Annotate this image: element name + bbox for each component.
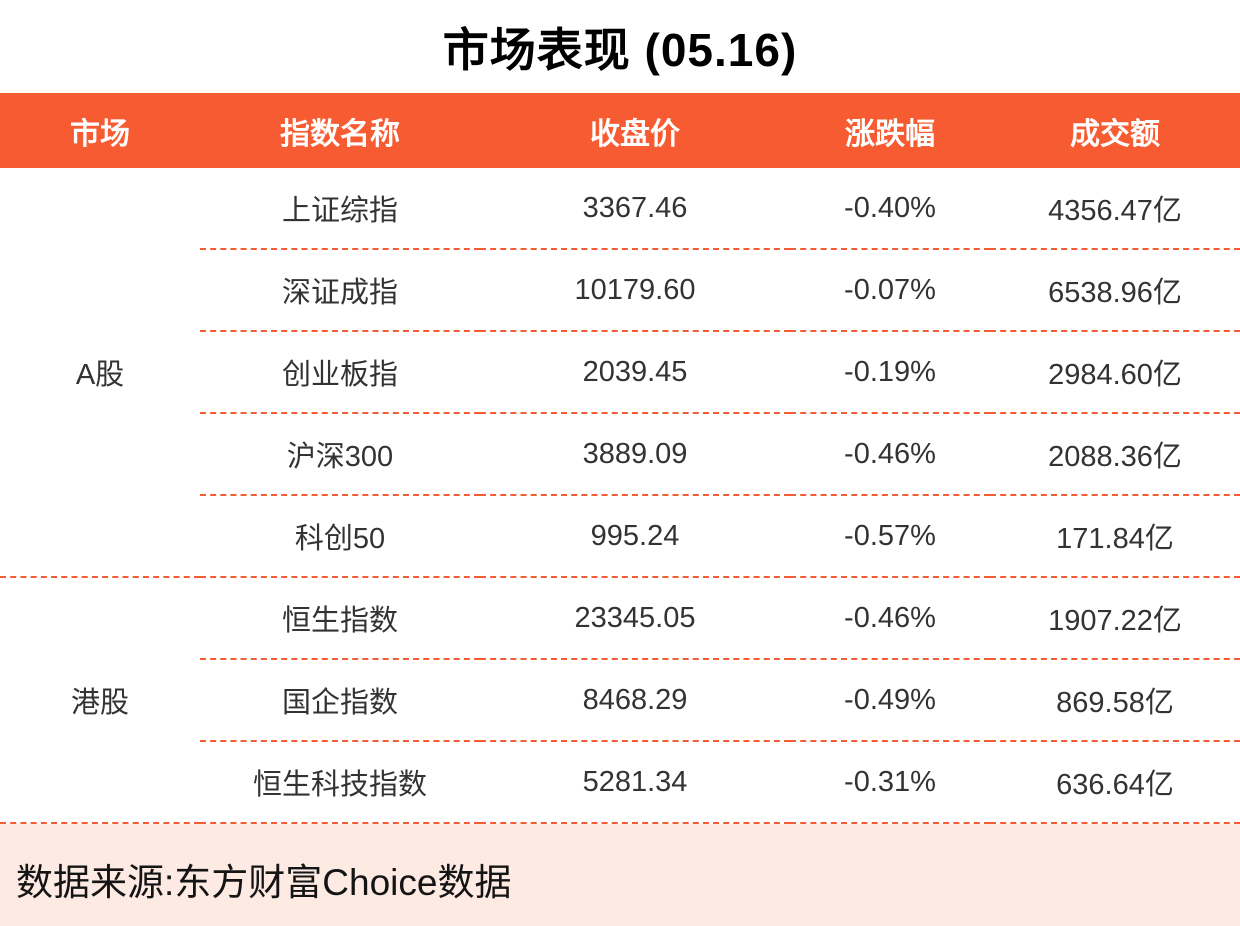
change-percent: -0.19% [790, 331, 990, 414]
close-price: 5281.34 [480, 741, 790, 824]
index-name: 创业板指 [200, 331, 480, 414]
index-name: 深证成指 [200, 249, 480, 332]
table-row: 科创50 995.24 -0.57% 171.84亿 [0, 495, 1240, 578]
turnover: 6538.96亿 [990, 249, 1240, 332]
index-name: 科创50 [200, 495, 480, 578]
column-header-index: 指数名称 [200, 93, 480, 168]
table-row: 国企指数 8468.29 -0.49% 869.58亿 [0, 659, 1240, 742]
data-source-text: 数据来源:东方财富Choice数据 [16, 861, 512, 903]
turnover: 2088.36亿 [990, 413, 1240, 496]
table-row: 创业板指 2039.45 -0.19% 2984.60亿 [0, 331, 1240, 414]
change-percent: -0.07% [790, 249, 990, 332]
market-table: 市场 指数名称 收盘价 涨跌幅 成交额 A股 上证综指 3367.46 -0.4… [0, 93, 1240, 824]
close-price: 2039.45 [480, 331, 790, 414]
data-source-note: 数据来源:东方财富Choice数据 [0, 824, 1240, 926]
table-row: 深证成指 10179.60 -0.07% 6538.96亿 [0, 249, 1240, 332]
turnover: 171.84亿 [990, 495, 1240, 578]
turnover: 4356.47亿 [990, 168, 1240, 250]
turnover: 869.58亿 [990, 659, 1240, 742]
close-price: 23345.05 [480, 577, 790, 660]
index-name: 上证综指 [200, 168, 480, 250]
table-header-row: 市场 指数名称 收盘价 涨跌幅 成交额 [0, 93, 1240, 168]
close-price: 8468.29 [480, 659, 790, 742]
table-row: 恒生科技指数 5281.34 -0.31% 636.64亿 [0, 741, 1240, 824]
turnover: 636.64亿 [990, 741, 1240, 824]
close-price: 3889.09 [480, 413, 790, 496]
market-group-label-a-shares: A股 [0, 168, 200, 578]
change-percent: -0.46% [790, 577, 990, 660]
change-percent: -0.46% [790, 413, 990, 496]
table-row: A股 上证综指 3367.46 -0.40% 4356.47亿 [0, 168, 1240, 578]
page-title: 市场表现 (05.16) [442, 23, 798, 76]
index-name: 恒生指数 [200, 577, 480, 660]
close-price: 995.24 [480, 495, 790, 578]
market-group-label-hk-shares: 港股 [0, 577, 200, 824]
close-price: 10179.60 [480, 249, 790, 332]
change-percent: -0.31% [790, 741, 990, 824]
close-price: 3367.46 [480, 168, 790, 250]
column-header-change: 涨跌幅 [790, 93, 990, 168]
table-row: 港股 恒生指数 23345.05 -0.46% 1907.22亿 [0, 577, 1240, 824]
index-name: 国企指数 [200, 659, 480, 742]
turnover: 1907.22亿 [990, 577, 1240, 660]
index-name: 沪深300 [200, 413, 480, 496]
column-header-market: 市场 [0, 93, 200, 168]
change-percent: -0.57% [790, 495, 990, 578]
column-header-close: 收盘价 [480, 93, 790, 168]
index-name: 恒生科技指数 [200, 741, 480, 824]
change-percent: -0.40% [790, 168, 990, 250]
turnover: 2984.60亿 [990, 331, 1240, 414]
table-row: 沪深300 3889.09 -0.46% 2088.36亿 [0, 413, 1240, 496]
change-percent: -0.49% [790, 659, 990, 742]
column-header-turnover: 成交额 [990, 93, 1240, 168]
